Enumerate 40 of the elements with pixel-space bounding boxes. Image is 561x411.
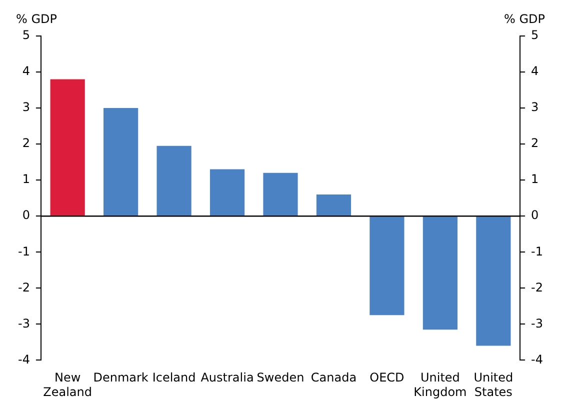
y2-axis-title: % GDP	[504, 12, 545, 26]
bar	[104, 108, 138, 216]
y2-tick-label: -3	[531, 316, 544, 330]
y2-tick-label: -1	[531, 244, 544, 258]
x-tick-label: New Zealand	[43, 370, 92, 399]
bar	[263, 172, 298, 216]
y-tick-label: 2	[22, 136, 30, 150]
bar	[422, 216, 458, 330]
y-tick-label: -3	[18, 316, 30, 330]
x-tick-label: OECD	[370, 370, 404, 385]
x-tick-label: Iceland	[152, 370, 196, 385]
x-tick-label: Sweden	[256, 370, 304, 385]
bar	[370, 216, 404, 316]
y-tick-label: 1	[22, 172, 30, 186]
x-tick-label: Denmark	[93, 370, 148, 385]
x-tick-label: Australia	[200, 370, 254, 385]
y2-tick-label: 2	[531, 136, 539, 150]
y2-tick-label: 4	[531, 64, 539, 78]
y2-tick-label: 0	[531, 208, 539, 222]
bar	[316, 194, 352, 216]
bar	[476, 216, 511, 346]
x-tick-label: United States	[474, 370, 514, 399]
y-tick-label: -4	[18, 352, 30, 366]
bar	[210, 169, 245, 216]
bar	[50, 79, 85, 216]
y-tick-label: -1	[18, 244, 30, 258]
y2-tick-label: -4	[531, 352, 544, 366]
y-axis-title: % GDP	[16, 12, 57, 26]
y-tick-label: 3	[22, 100, 30, 114]
bar	[156, 146, 192, 216]
y2-tick-label: 5	[531, 28, 539, 42]
y-tick-label: 0	[22, 208, 30, 222]
x-tick-label: United Kingdom	[414, 370, 467, 399]
y-tick-label: -2	[18, 280, 30, 294]
x-tick-label: Canada	[310, 370, 357, 385]
y-tick-label: 5	[22, 28, 30, 42]
y-tick-label: 4	[22, 64, 30, 78]
y2-tick-label: 1	[531, 172, 539, 186]
y2-tick-label: 3	[531, 100, 539, 114]
y2-tick-label: -2	[531, 280, 544, 294]
